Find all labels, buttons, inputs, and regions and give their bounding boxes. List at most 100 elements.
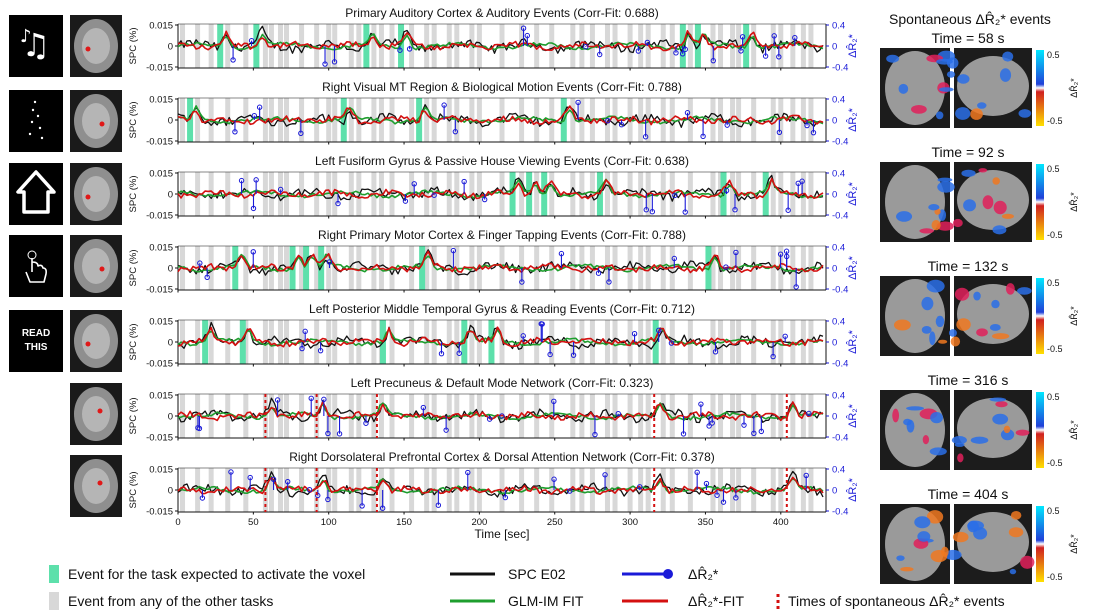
colorbar-tick: 0.5 bbox=[1047, 164, 1060, 174]
activation-blob bbox=[1018, 109, 1032, 118]
dr2-marker bbox=[783, 248, 790, 254]
y2-tick-label: 0.4 bbox=[832, 95, 845, 106]
dr2-marker bbox=[251, 112, 258, 119]
dr2-fit-line bbox=[177, 29, 824, 52]
roi-marker bbox=[85, 341, 91, 347]
activation-blob bbox=[930, 549, 948, 563]
dr2-marker bbox=[359, 503, 365, 509]
other-event-bar bbox=[808, 172, 814, 216]
activation-blob bbox=[957, 453, 964, 463]
task-event-bar bbox=[340, 98, 347, 142]
colorbar bbox=[1036, 278, 1044, 354]
activation-blob bbox=[898, 83, 909, 94]
dr2-marker bbox=[671, 255, 677, 262]
dr2-marker bbox=[792, 35, 798, 41]
other-event-bar bbox=[570, 98, 576, 142]
dr2-marker bbox=[679, 51, 686, 57]
other-event-bar bbox=[770, 98, 776, 142]
colorbar-tick: -0.5 bbox=[1047, 572, 1063, 582]
activation-blob bbox=[886, 54, 900, 63]
other-event-bar bbox=[660, 24, 666, 68]
colorbar-tick: -0.5 bbox=[1047, 230, 1063, 240]
activation-blob bbox=[939, 87, 954, 92]
legend-spont-label: Times of spontaneous ΔR̂₂* events bbox=[788, 593, 1005, 609]
other-event-bar bbox=[268, 246, 274, 290]
other-event-bar bbox=[778, 320, 784, 364]
other-event-bar bbox=[208, 172, 214, 216]
dr2-marker bbox=[336, 431, 343, 437]
dr2-marker bbox=[435, 502, 442, 508]
other-event-bar bbox=[589, 246, 595, 290]
brain-tissue bbox=[82, 176, 110, 212]
other-event-bar bbox=[424, 394, 430, 438]
dr2-marker bbox=[197, 260, 203, 266]
other-event-bar bbox=[604, 172, 610, 216]
colorbar-tick: 0.5 bbox=[1047, 392, 1060, 402]
activation-blob bbox=[1017, 287, 1032, 295]
activation-blob bbox=[937, 177, 953, 183]
dr2-marker bbox=[443, 427, 449, 433]
finger-tap-icon bbox=[25, 250, 47, 283]
dr2-marker bbox=[538, 321, 544, 327]
brain-tissue bbox=[82, 248, 110, 284]
legend-dr2fit-label: ΔR̂₂*-FIT bbox=[688, 593, 744, 609]
y2-axis-label: ΔR̂₂* bbox=[845, 33, 859, 58]
activation-blob bbox=[961, 169, 976, 177]
other-event-bar bbox=[208, 320, 214, 364]
other-event-bar bbox=[549, 172, 555, 216]
other-event-bar bbox=[378, 98, 384, 142]
x-tick-label: 250 bbox=[547, 517, 563, 528]
legend-dr2-label: ΔR̂₂* bbox=[688, 566, 719, 582]
dr2-marker bbox=[558, 250, 565, 257]
y-tick-label: -0.015 bbox=[146, 285, 173, 296]
y-tick-label: -0.015 bbox=[146, 63, 173, 74]
dr2-marker bbox=[596, 51, 603, 58]
dr2-marker bbox=[631, 330, 638, 337]
activation-blob bbox=[1020, 555, 1035, 569]
other-event-bar bbox=[454, 24, 460, 68]
dr2-marker bbox=[637, 484, 643, 490]
stimulus-icon-bg bbox=[9, 310, 63, 372]
panel-title: Primary Auditory Cortex & Auditory Event… bbox=[345, 6, 658, 20]
activation-blob bbox=[936, 221, 954, 231]
y-tick-label: 0.015 bbox=[149, 391, 173, 402]
read-this-text: READ bbox=[22, 328, 50, 339]
other-event-bar bbox=[612, 320, 618, 364]
y2-tick-label: 0 bbox=[832, 486, 837, 497]
dr2-marker bbox=[481, 196, 488, 203]
other-event-bar bbox=[424, 172, 430, 216]
other-event-bar bbox=[195, 98, 201, 142]
activation-blob bbox=[1005, 283, 1015, 295]
other-event-bar bbox=[225, 24, 231, 68]
activation-blob bbox=[919, 228, 934, 234]
activation-blob bbox=[954, 442, 965, 447]
roi-marker bbox=[85, 46, 91, 52]
other-event-bar bbox=[800, 468, 806, 512]
x-tick-label: 200 bbox=[471, 517, 487, 528]
colorbar-tick: 0.5 bbox=[1047, 506, 1060, 516]
dr2-marker bbox=[363, 420, 369, 426]
other-event-bar bbox=[243, 172, 249, 216]
y2-tick-label: 0.4 bbox=[832, 243, 845, 254]
other-event-bar bbox=[356, 246, 362, 290]
activation-blob bbox=[937, 181, 955, 193]
dr2-marker bbox=[228, 469, 234, 475]
other-event-bar bbox=[778, 394, 784, 438]
other-event-bar bbox=[790, 394, 796, 438]
other-event-bar bbox=[476, 172, 482, 216]
other-event-bar bbox=[262, 24, 268, 68]
dr2-marker bbox=[803, 472, 809, 479]
y2-tick-label: 0 bbox=[832, 190, 837, 201]
y2-tick-label: 0.4 bbox=[832, 317, 845, 328]
other-event-bar bbox=[718, 172, 724, 216]
other-event-bar bbox=[687, 394, 693, 438]
other-event-bar bbox=[389, 320, 395, 364]
x-tick-label: 0 bbox=[175, 517, 180, 528]
activation-blob bbox=[929, 331, 936, 346]
other-event-bar bbox=[454, 468, 460, 512]
roi-marker bbox=[99, 266, 105, 272]
dr2-marker bbox=[308, 395, 314, 401]
dr2-marker bbox=[486, 416, 493, 422]
other-event-bar bbox=[808, 320, 814, 364]
activation-blob bbox=[1000, 429, 1015, 441]
